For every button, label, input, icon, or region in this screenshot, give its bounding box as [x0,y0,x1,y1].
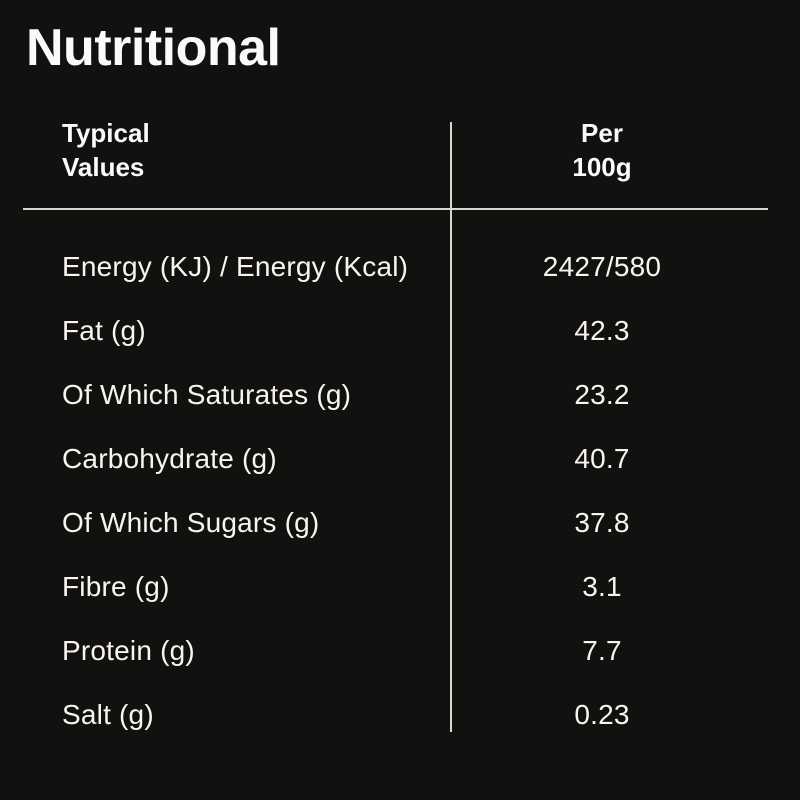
table-row-energy: Energy (KJ) / Energy (Kcal) 2427/580 [23,235,768,299]
header-per-100g-line2: 100g [572,152,632,182]
table-body: Energy (KJ) / Energy (Kcal) 2427/580 Fat… [23,210,768,747]
header-per-100g: Per 100g [450,116,768,184]
table-row-fibre: Fibre (g) 3.1 [23,555,768,619]
row-value: 2427/580 [542,251,662,282]
nutrition-table: Typical Values Per 100g Energy (KJ) / En… [23,0,768,760]
header-divider-line [23,208,768,210]
table-row-fat: Fat (g) 42.3 [23,299,768,363]
table-row-saturates: Of Which Saturates (g) 23.2 [23,363,768,427]
row-label: Fat (g) [62,315,146,346]
row-label: Fibre (g) [62,571,170,602]
header-typical-values-line2: Values [62,152,145,182]
row-label: Carbohydrate (g) [62,443,277,474]
row-value: 3.1 [582,571,622,602]
page-title: Nutritional [26,19,281,77]
column-divider-line [450,122,452,732]
table-row-sugars: Of Which Sugars (g) 37.8 [23,491,768,555]
row-value: 42.3 [574,315,630,346]
row-value: 23.2 [574,379,630,410]
row-label: Protein (g) [62,635,195,666]
row-value: 7.7 [582,635,622,666]
header-typical-values: Typical Values [23,116,450,184]
row-value: 0.23 [574,699,630,730]
table-row-protein: Protein (g) 7.7 [23,619,768,683]
header-typical-values-line1: Typical [62,118,150,148]
table-row-carbohydrate: Carbohydrate (g) 40.7 [23,427,768,491]
table-header-row: Typical Values Per 100g [23,116,768,184]
row-label: Of Which Sugars (g) [62,507,320,538]
row-value: 37.8 [574,507,630,538]
row-label: Of Which Saturates (g) [62,379,352,410]
header-per-100g-line1: Per [581,118,623,148]
row-value: 40.7 [574,443,630,474]
row-label: Salt (g) [62,699,154,730]
row-label: Energy (KJ) / Energy (Kcal) [62,251,409,282]
table-row-salt: Salt (g) 0.23 [23,683,768,747]
